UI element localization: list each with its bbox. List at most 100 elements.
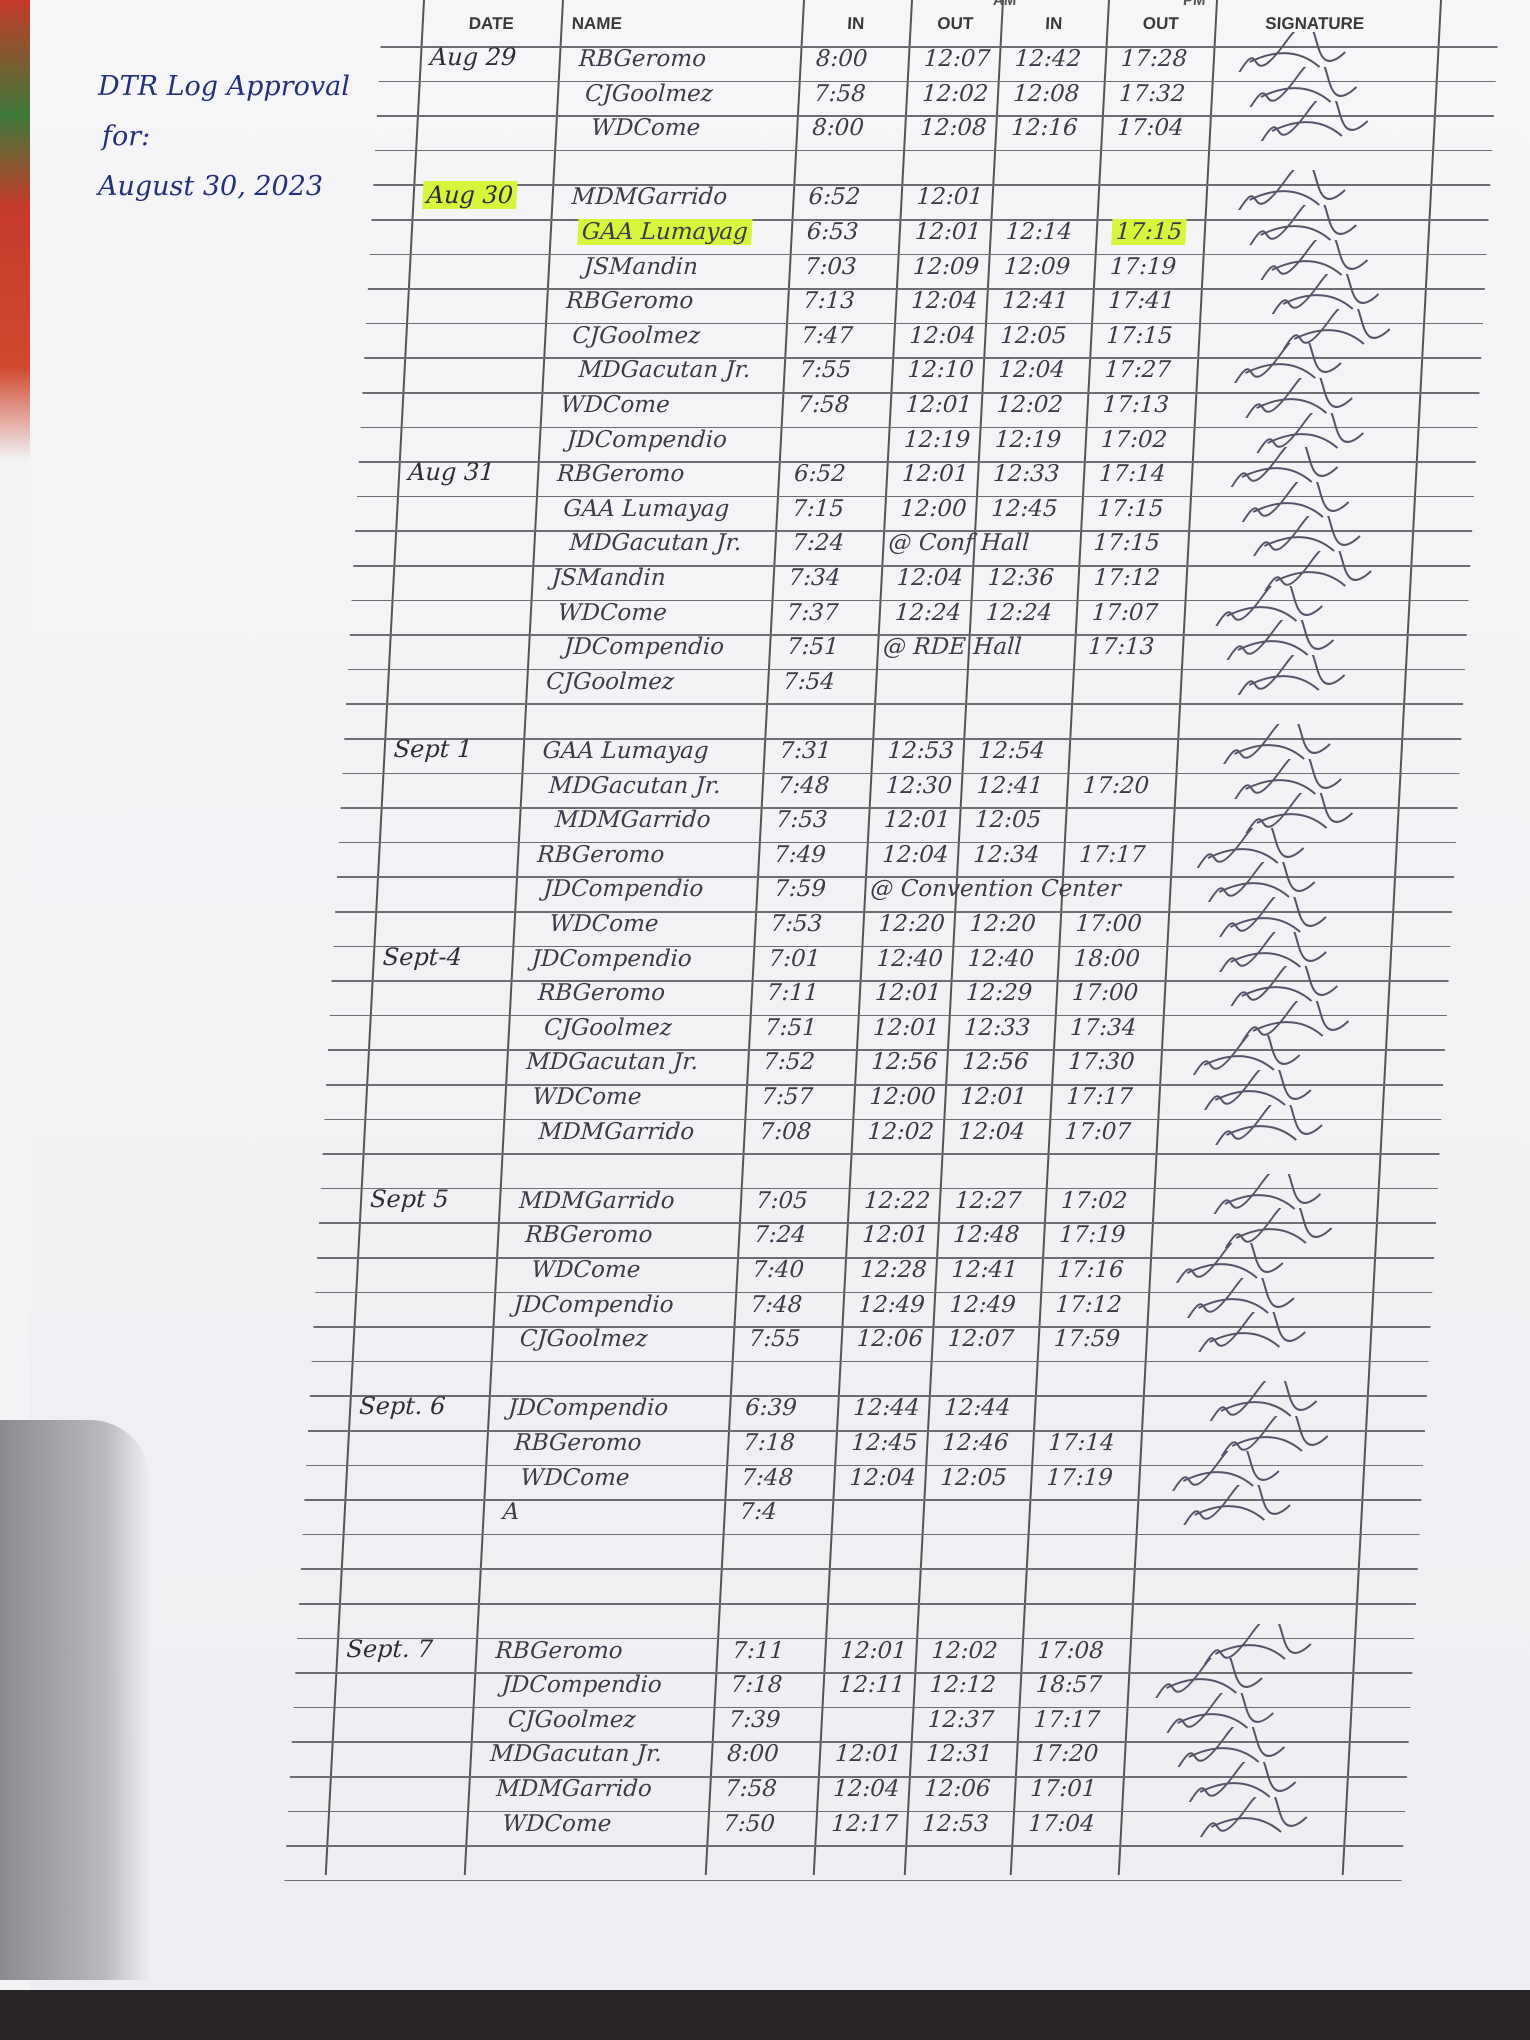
name-cell: WDCome [502,1807,613,1841]
name-cell-text: JDCompendio [507,1395,669,1422]
am-out-cell-text: 12:01 [874,980,942,1007]
pm-in-cell-text: 12:09 [1003,253,1072,280]
name-cell-text: WDCome [560,392,671,418]
pm-in-cell: 12:56 [961,1045,1030,1079]
pm-out-cell-text: 17:08 [1036,1637,1105,1664]
pm-in-cell-text: 12:08 [1012,80,1081,107]
name-cell: JDCompendio [566,423,728,457]
pm-in-cell-text: 12:02 [930,1637,999,1664]
name-cell-text: JSMandin [551,565,667,591]
am-in-cell: 7:58 [813,77,866,111]
date-label-text: Sept. 7 [345,1634,434,1663]
am-out-cell: 12:04 [832,1772,901,1806]
date-label-text: Sept. 6 [358,1392,447,1421]
signature-scribble [1192,1312,1306,1353]
signature-scribble [1232,654,1346,695]
pm-out-cell: 17:04 [1116,111,1185,145]
name-cell-text: JDCompendio [563,634,725,661]
am-out-cell: 12:00 [899,492,968,526]
signature-scribble [1228,758,1342,799]
am-out-cell-text: 12:08 [919,115,988,142]
am-out-cell-text: 12:53 [886,738,955,764]
am-in-cell-text: 7:55 [748,1326,802,1353]
date-label: Sept-4 [382,940,463,974]
am-out-cell: 12:06 [856,1322,924,1356]
pm-in-cell-text: 12:40 [967,945,1035,972]
am-out-cell: 12:56 [870,1045,939,1079]
signature-scribble [1198,1623,1312,1664]
am-out-cell: 12:10 [907,353,975,387]
pm-in-cell-text: 12:05 [974,807,1042,834]
am-in-cell: 6:52 [793,457,846,491]
am-in-cell-text: 7:48 [740,1464,794,1491]
date-label: Aug 29 [429,40,517,74]
name-cell-text: GAA Lumayag [577,219,753,245]
pm-in-cell: 12:29 [965,976,1033,1010]
am-in-cell: 7:13 [802,284,856,318]
am-in-cell-text: 7:52 [762,1049,816,1076]
pm-in-cell-text: 12:16 [1010,115,1079,142]
name-cell: JSMandin [551,561,667,595]
am-out-cell-text: 12:00 [868,1084,937,1110]
am-in-cell-text: 7:51 [786,634,840,661]
pm-out-cell-text: 17:15 [1105,322,1174,349]
am-out-cell: 12:04 [910,284,979,318]
am-out-cell: 12:01 [874,976,942,1010]
pm-out-cell-text: 17:01 [1029,1776,1098,1802]
date-label: Sept. 7 [346,1632,434,1666]
pm-out-cell: 17:12 [1055,1288,1123,1322]
am-out-cell-text: 12:19 [903,426,971,453]
row-line [286,1845,1404,1847]
signature-scribble [1187,1035,1301,1076]
pm-out-cell-text: 17:19 [1109,253,1178,280]
pm-out-cell: 17:41 [1107,284,1176,318]
row-line [298,1603,1416,1605]
location-note: @ Conf Hall [888,526,1031,560]
signature-scribble [1160,1692,1274,1733]
pm-out-cell-text: 17:07 [1091,599,1159,626]
name-cell-text: JDCompendio [542,876,705,903]
am-in-cell-text: 7:58 [813,80,867,107]
pm-out-cell: 17:15 [1111,215,1187,249]
pm-out-cell: 17:02 [1100,423,1168,457]
am-out-cell-text: 12:45 [850,1430,919,1456]
am-in-cell-text: 7:48 [749,1291,803,1318]
am-out-cell: 12:24 [894,596,962,630]
date-label-text: Aug 29 [429,43,518,71]
signature-scribble [1183,1762,1297,1802]
name-cell: RBGeromo [495,1634,624,1668]
am-out-cell: 12:01 [840,1634,908,1668]
am-in-cell: 7:47 [801,319,854,353]
pm-out-cell: 17:07 [1091,596,1159,630]
am-in-cell-text: 7:08 [759,1118,813,1145]
name-cell: MDMGarrido [538,1115,695,1149]
pm-in-cell: 12:09 [1003,250,1071,284]
name-cell-text: RBGeromo [536,841,666,868]
table-surface [0,1990,1530,2040]
pm-in-cell-text: 12:48 [952,1222,1021,1249]
am-in-cell-text: 6:39 [744,1395,798,1422]
pm-out-cell-text: 17:13 [1102,392,1170,418]
date-label: Aug 30 [422,178,518,212]
name-cell-text: A [502,1499,521,1526]
am-in-cell-text: 8:00 [726,1741,780,1768]
am-out-cell-text: 12:09 [912,253,981,280]
am-in-cell-text: 7:39 [728,1706,782,1733]
signature-scribble [1219,1208,1333,1249]
pm-out-cell-text: 17:12 [1054,1291,1123,1318]
pm-out-cell-text: 17:15 [1096,495,1165,522]
pm-out-cell-text: 17:20 [1031,1741,1100,1768]
am-in-cell: 7:49 [773,838,827,872]
pm-in-cell: 12:41 [1001,284,1070,318]
pm-out-cell-text: 17:59 [1053,1326,1121,1353]
am-out-cell-text: 12:49 [857,1291,926,1318]
am-in-cell-text: 7:50 [722,1810,776,1837]
name-cell: WDCome [520,1461,631,1495]
name-cell: CJGoolmez [519,1322,649,1356]
am-out-cell: 12:01 [883,803,951,837]
name-cell: CJGoolmez [545,665,675,699]
pm-in-cell: 12:05 [940,1461,1008,1495]
signature-scribble [1255,101,1369,142]
pm-out-cell: 17:14 [1047,1426,1116,1460]
pm-out-cell-text: 17:41 [1107,288,1176,315]
